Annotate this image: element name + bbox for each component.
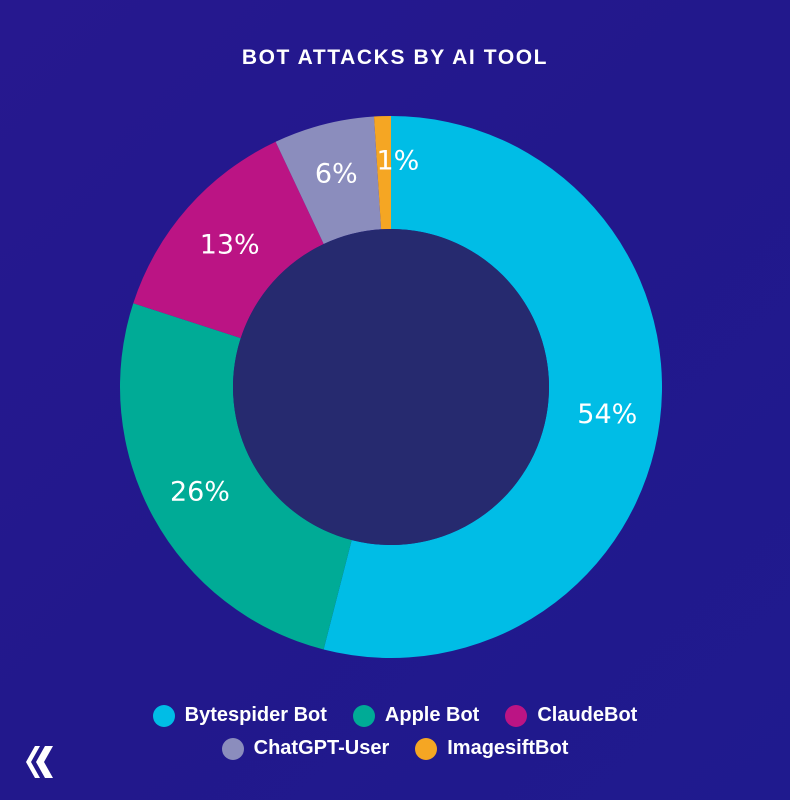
legend-dot-icon [152,704,175,727]
slice-label-apple-bot: 26% [170,477,230,508]
legend-label: ImagesiftBot [447,737,569,759]
chart-title: BOT ATTACKS BY AI TOOL [241,46,549,69]
legend-item-chatgpt-user: ChatGPT-User [221,737,390,760]
legend-dot-icon [352,704,375,727]
donut-hole [233,229,549,545]
legend-item-claudebot: ClaudeBot [505,704,637,727]
legend: Bytespider Bot Apple Bot ClaudeBot ChatG… [0,704,790,760]
slice-bytespider [323,116,663,659]
slice-label-imagesiftbot: 1% [376,146,419,177]
legend-dot-icon [221,737,244,760]
brand-logo-icon [26,746,53,778]
legend-label: ChatGPT-User [253,737,390,759]
legend-row-1: Bytespider Bot Apple Bot ClaudeBot [152,704,637,727]
legend-item-imagesiftbot: ImagesiftBot [415,737,568,760]
legend-item-bytespider: Bytespider Bot [152,704,327,727]
slice-claudebot [133,141,324,339]
slice-imagesiftbot [373,116,391,230]
legend-row-2: ChatGPT-User ImagesiftBot [221,737,568,760]
legend-dot-icon [505,704,528,727]
legend-dot-icon [415,737,438,760]
slice-label-bytespider: 54% [577,399,637,430]
legend-label: Bytespider Bot [184,704,327,726]
legend-label: ClaudeBot [537,704,638,726]
legend-label: Apple Bot [384,704,480,726]
slice-label-chatgpt-user: 6% [315,158,358,189]
slice-label-claudebot: 13% [200,229,260,260]
slice-chatgpt-user [275,116,382,245]
legend-item-apple: Apple Bot [352,704,480,727]
slice-apple-bot [119,303,352,650]
